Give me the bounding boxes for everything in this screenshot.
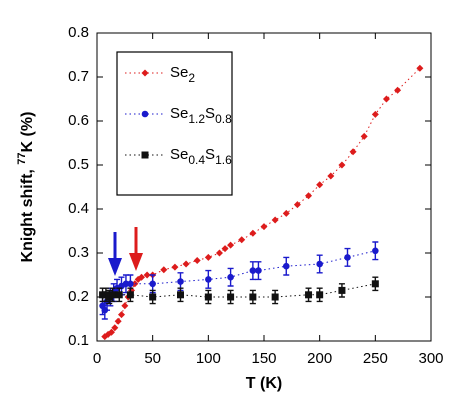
data-point — [249, 229, 257, 237]
data-point — [371, 280, 379, 288]
data-point — [149, 293, 157, 301]
x-axis-label: T (K) — [246, 375, 282, 392]
legend-marker — [141, 110, 149, 118]
data-point — [160, 266, 168, 274]
data-point — [382, 95, 390, 103]
data-point — [282, 262, 290, 270]
data-point — [177, 278, 184, 285]
data-point — [138, 273, 146, 281]
data-point — [115, 291, 123, 299]
data-point — [221, 245, 229, 253]
red-arrow — [129, 227, 143, 271]
data-point — [227, 273, 234, 281]
data-point — [271, 293, 279, 301]
y-tick-label: 0.7 — [68, 68, 89, 85]
data-point — [114, 317, 122, 325]
x-tick-label: 200 — [307, 350, 332, 367]
data-point — [149, 280, 156, 288]
data-point — [416, 64, 424, 72]
data-point — [249, 293, 257, 301]
x-tick-label: 250 — [363, 350, 388, 367]
data-point — [227, 293, 235, 301]
data-point — [249, 267, 257, 274]
data-point — [344, 254, 351, 261]
legend-label: Se2 — [170, 64, 195, 85]
data-point — [327, 172, 335, 180]
x-tick-label: 100 — [196, 350, 221, 367]
y-tick-label: 0.2 — [68, 288, 89, 305]
data-point — [111, 324, 119, 332]
data-point — [143, 271, 151, 279]
data-point — [109, 291, 117, 299]
data-point — [205, 276, 212, 283]
data-point — [255, 267, 262, 274]
data-point — [126, 291, 134, 299]
data-point — [372, 247, 379, 255]
data-point — [271, 216, 279, 224]
y-tick-label: 0.4 — [68, 200, 89, 217]
data-point — [338, 286, 346, 294]
y-tick-label: 0.6 — [68, 112, 89, 129]
y-tick-label: 0.3 — [68, 244, 89, 261]
series-line — [104, 67, 421, 338]
data-point — [282, 209, 290, 217]
series-line — [102, 250, 376, 312]
data-point — [371, 110, 379, 118]
data-point — [238, 236, 246, 244]
data-point — [182, 260, 190, 268]
x-tick-label: 0 — [93, 350, 101, 367]
legend-box — [116, 51, 233, 196]
data-point — [193, 256, 201, 264]
legend-label: Se0.4S1.6 — [170, 146, 232, 167]
data-point — [316, 291, 324, 299]
x-tick-label: 150 — [251, 350, 276, 367]
y-tick-label: 0.8 — [68, 24, 89, 41]
data-point — [305, 192, 313, 200]
data-point — [117, 311, 125, 319]
legend-marker — [141, 151, 149, 159]
data-point — [305, 291, 313, 299]
data-point — [260, 223, 268, 231]
data-point — [204, 253, 212, 261]
data-point — [394, 86, 402, 94]
x-tick-label: 300 — [418, 350, 443, 367]
data-point — [316, 260, 323, 268]
data-point — [316, 181, 324, 189]
x-tick-label: 50 — [144, 350, 161, 367]
blue-arrow — [108, 232, 122, 276]
y-tick-label: 0.1 — [68, 332, 89, 349]
y-axis-label: Knight shift, 77K (%) — [16, 112, 36, 263]
data-point — [204, 293, 212, 301]
data-point — [171, 263, 179, 271]
data-point — [293, 201, 301, 209]
series-line — [102, 283, 376, 298]
legend-label: Se1.2S0.8 — [170, 105, 232, 126]
data-point — [338, 161, 346, 169]
data-point — [227, 241, 235, 249]
data-point — [360, 132, 368, 140]
y-tick-label: 0.5 — [68, 156, 89, 173]
data-point — [177, 291, 184, 299]
data-point — [215, 249, 223, 257]
data-point — [121, 302, 129, 310]
data-point — [107, 328, 115, 336]
data-point — [349, 148, 357, 156]
legend-marker — [141, 69, 149, 77]
data-point — [127, 280, 134, 288]
